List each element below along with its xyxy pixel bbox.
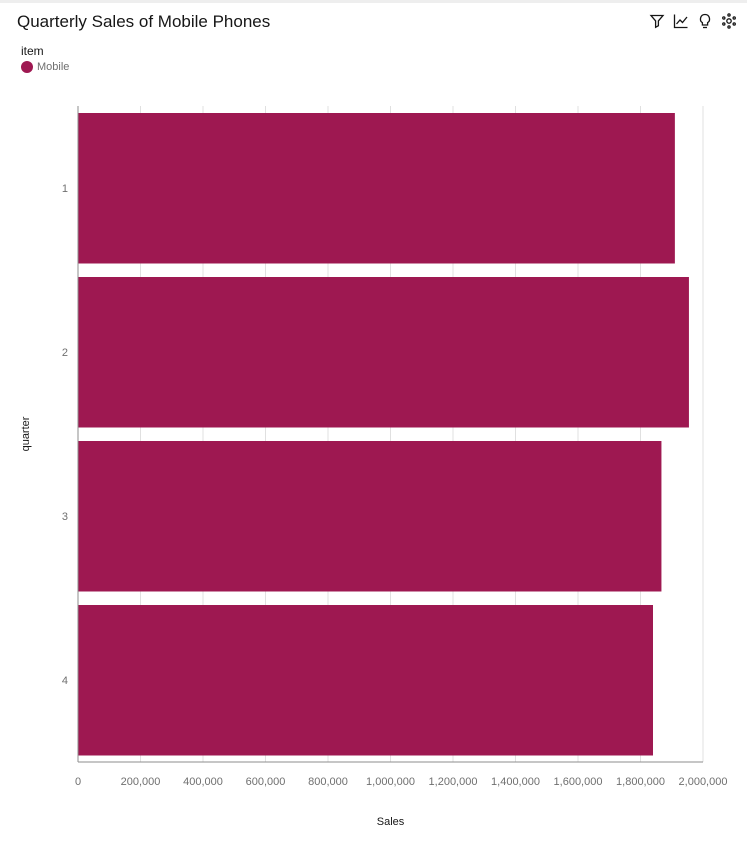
- legend-swatch: [21, 61, 33, 73]
- settings-icon[interactable]: [721, 13, 737, 29]
- x-tick-label: 1,800,000: [616, 776, 665, 788]
- line-chart-icon[interactable]: [673, 13, 689, 29]
- x-tick-label: 200,000: [121, 776, 161, 788]
- x-tick-label: 1,000,000: [366, 776, 415, 788]
- chart-title: Quarterly Sales of Mobile Phones: [17, 12, 271, 31]
- legend-title: item: [21, 44, 44, 58]
- y-tick-label: 1: [62, 183, 68, 195]
- y-axis-title: quarter: [20, 416, 32, 451]
- x-tick-label: 1,400,000: [491, 776, 540, 788]
- chart-toolbar: [649, 13, 737, 29]
- lightbulb-icon[interactable]: [697, 13, 713, 29]
- legend: item Mobile: [21, 44, 69, 73]
- bar: [78, 605, 653, 756]
- legend-item-label: Mobile: [37, 61, 70, 73]
- filter-icon[interactable]: [649, 13, 665, 29]
- legend-item[interactable]: Mobile: [21, 61, 69, 73]
- x-tick-label: 800,000: [308, 776, 348, 788]
- bar: [78, 277, 689, 428]
- y-tick-label: 4: [62, 675, 68, 687]
- x-tick-label: 1,200,000: [429, 776, 478, 788]
- x-tick-label: 600,000: [246, 776, 286, 788]
- x-axis-title: Sales: [377, 816, 405, 828]
- x-tick-label: 2,000,000: [679, 776, 728, 788]
- top-border: [0, 0, 747, 3]
- y-tick-label: 2: [62, 347, 68, 359]
- x-tick-label: 400,000: [183, 776, 223, 788]
- y-tick-label: 3: [62, 511, 68, 523]
- x-tick-label: 0: [75, 776, 81, 788]
- bar: [78, 113, 675, 264]
- bar: [78, 441, 662, 592]
- x-tick-label: 1,600,000: [554, 776, 603, 788]
